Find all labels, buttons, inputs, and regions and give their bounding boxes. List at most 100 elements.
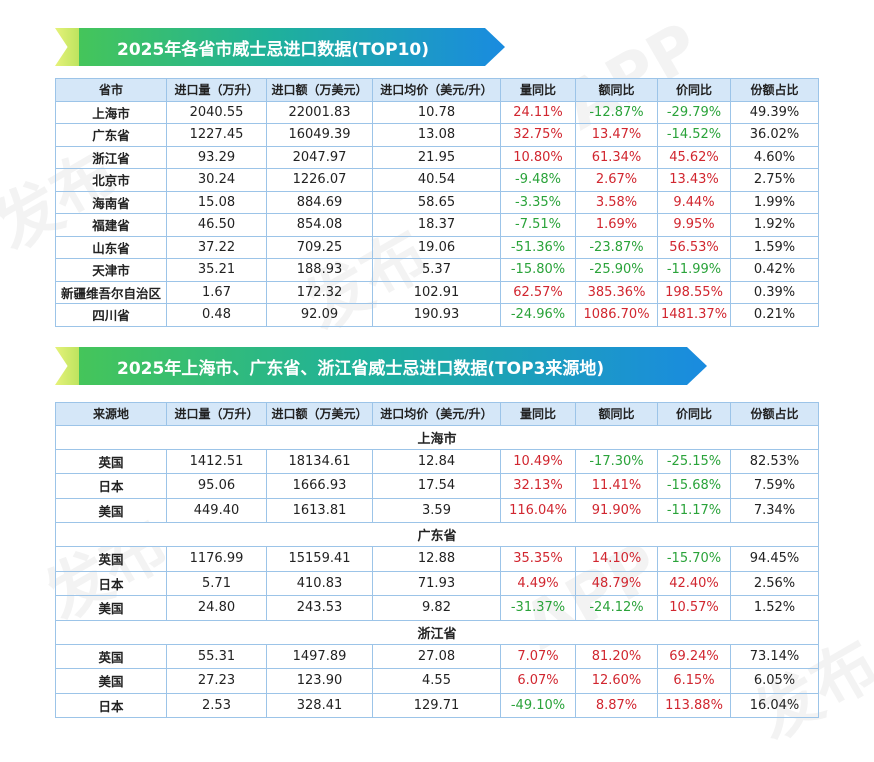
table-cell: 1086.70% (575, 303, 658, 327)
column-header: 额同比 (575, 78, 658, 102)
table-cell: 13.43% (657, 168, 731, 192)
table-cell: 55.31 (166, 643, 267, 669)
table-cell: 45.62% (657, 145, 731, 169)
group-header-row: 广东省 (55, 522, 819, 547)
table-cell: -3.35% (500, 190, 576, 214)
table-cell: -7.51% (500, 213, 576, 237)
table-cell: -25.15% (657, 448, 731, 474)
column-header: 量同比 (500, 78, 576, 102)
table-cell: 15159.41 (266, 546, 373, 572)
row-label: 新疆维吾尔自治区 (55, 280, 167, 304)
table-cell: -24.96% (500, 303, 576, 327)
table-cell: -51.36% (500, 235, 576, 259)
table-cell: 81.20% (575, 643, 658, 669)
table-cell: 0.42% (730, 258, 819, 282)
table-cell: 13.47% (575, 123, 658, 147)
table-cell: 58.65 (372, 190, 501, 214)
table-cell: -25.90% (575, 258, 658, 282)
table-cell: 0.48 (166, 303, 267, 327)
table-cell: 0.21% (730, 303, 819, 327)
row-label: 美国 (55, 668, 167, 694)
row-label: 北京市 (55, 168, 167, 192)
table-row: 英国 1176.99 15159.41 12.88 35.35% 14.10% -15.70… (55, 546, 819, 572)
table-cell: 6.05% (730, 668, 819, 694)
table-row: 四川省 0.48 92.09 190.93 -24.96% 1086.70% 1481.37… (55, 303, 819, 327)
row-label: 海南省 (55, 190, 167, 214)
table-cell: 884.69 (266, 190, 373, 214)
column-header: 进口量（万升） (166, 402, 267, 426)
table-cell: 49.39% (730, 100, 819, 124)
group-title: 广东省 (55, 522, 819, 547)
table-cell: 27.23 (166, 668, 267, 694)
table-cell: 94.45% (730, 546, 819, 572)
table-cell: 48.79% (575, 570, 658, 596)
table-cell: 198.55% (657, 280, 731, 304)
table-cell: 71.93 (372, 570, 501, 596)
table-cell: 56.53% (657, 235, 731, 259)
table-cell: 5.71 (166, 570, 267, 596)
table-cell: -24.12% (575, 595, 658, 621)
column-header: 省市 (55, 78, 167, 102)
table-cell: 1.59% (730, 235, 819, 259)
row-label: 山东省 (55, 235, 167, 259)
table-cell: 69.24% (657, 643, 731, 669)
table-cell: 2.53 (166, 692, 267, 718)
table-cell: 15.08 (166, 190, 267, 214)
row-label: 日本 (55, 570, 167, 596)
table-cell: 95.06 (166, 473, 267, 499)
table-row: 英国 55.31 1497.89 27.08 7.07% 81.20% 69.24% 73.1… (55, 643, 819, 669)
group-title: 上海市 (55, 424, 819, 450)
table-cell: 1.99% (730, 190, 819, 214)
table-cell: 35.35% (500, 546, 576, 572)
table-cell: 17.54 (372, 473, 501, 499)
section1-banner: 2025年各省市威士忌进口数据(TOP10) (55, 28, 505, 66)
column-header: 进口均价（美元/升） (372, 78, 501, 102)
table-cell: 243.53 (266, 595, 373, 621)
table-cell: 92.09 (266, 303, 373, 327)
row-label: 广东省 (55, 123, 167, 147)
table-cell: 3.59 (372, 497, 501, 523)
table-row: 日本 5.71 410.83 71.93 4.49% 48.79% 42.40% 2.56% (55, 570, 819, 596)
table-cell: 62.57% (500, 280, 576, 304)
column-header: 进口额（万美元） (266, 402, 373, 426)
column-header: 进口均价（美元/升） (372, 402, 501, 426)
table-cell: 9.44% (657, 190, 731, 214)
table-cell: 18.37 (372, 213, 501, 237)
table-cell: 27.08 (372, 643, 501, 669)
table-row: 福建省 46.50 854.08 18.37 -7.51% 1.69% 9.95% 1.92% (55, 213, 819, 237)
group-header-row: 上海市 (55, 424, 819, 450)
table-cell: 30.24 (166, 168, 267, 192)
row-label: 天津市 (55, 258, 167, 282)
table-cell: 36.02% (730, 123, 819, 147)
table-cell: 18134.61 (266, 448, 373, 474)
table-cell: 73.14% (730, 643, 819, 669)
province-import-table: 省市 进口量（万升） 进口额（万美元） 进口均价（美元/升） 量同比 额同比 价同比 份额占比… (55, 78, 819, 327)
table-cell: 1226.07 (266, 168, 373, 192)
table-cell: 3.58% (575, 190, 658, 214)
column-header: 进口额（万美元） (266, 78, 373, 102)
group-title: 浙江省 (55, 619, 819, 645)
table-cell: 35.21 (166, 258, 267, 282)
table-cell: 123.90 (266, 668, 373, 694)
table-row: 广东省 1227.45 16049.39 13.08 32.75% 13.47% -14.5… (55, 123, 819, 147)
row-label: 英国 (55, 643, 167, 669)
table-row: 浙江省 93.29 2047.97 21.95 10.80% 61.34% 45.62% 4.… (55, 145, 819, 169)
table-header-row: 来源地 进口量（万升） 进口额（万美元） 进口均价（美元/升） 量同比 额同比 价同比 份额占… (55, 402, 819, 426)
table-cell: 1481.37% (657, 303, 731, 327)
table-cell: -14.52% (657, 123, 731, 147)
table-cell: -23.87% (575, 235, 658, 259)
table-row: 英国 1412.51 18134.61 12.84 10.49% -17.30% -25.1… (55, 448, 819, 474)
table-cell: 16.04% (730, 692, 819, 718)
table-cell: 37.22 (166, 235, 267, 259)
row-label: 英国 (55, 448, 167, 474)
row-label: 四川省 (55, 303, 167, 327)
table-cell: 24.80 (166, 595, 267, 621)
table-header-row: 省市 进口量（万升） 进口额（万美元） 进口均价（美元/升） 量同比 额同比 价同比 份额占比 (55, 78, 819, 102)
table-cell: 32.13% (500, 473, 576, 499)
table-cell: 93.29 (166, 145, 267, 169)
table-cell: 2040.55 (166, 100, 267, 124)
table-cell: 2.75% (730, 168, 819, 192)
column-header: 份额占比 (730, 402, 819, 426)
table-cell: 385.36% (575, 280, 658, 304)
table-cell: 2047.97 (266, 145, 373, 169)
